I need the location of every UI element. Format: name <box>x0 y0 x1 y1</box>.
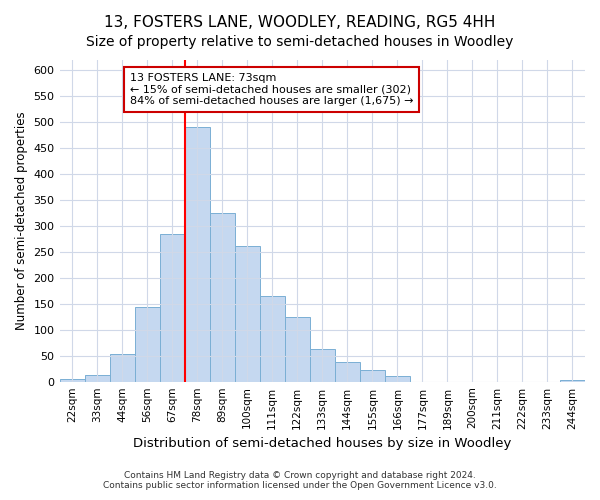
X-axis label: Distribution of semi-detached houses by size in Woodley: Distribution of semi-detached houses by … <box>133 437 511 450</box>
Text: Size of property relative to semi-detached houses in Woodley: Size of property relative to semi-detach… <box>86 35 514 49</box>
Bar <box>110 354 134 382</box>
Bar <box>85 376 110 382</box>
Bar <box>260 296 285 382</box>
Bar <box>235 246 260 382</box>
Text: 13 FOSTERS LANE: 73sqm
← 15% of semi-detached houses are smaller (302)
84% of se: 13 FOSTERS LANE: 73sqm ← 15% of semi-det… <box>130 73 413 106</box>
Bar <box>560 380 585 382</box>
Y-axis label: Number of semi-detached properties: Number of semi-detached properties <box>15 112 28 330</box>
Bar <box>310 349 335 382</box>
Bar <box>385 376 410 382</box>
Bar <box>185 128 209 382</box>
Text: 13, FOSTERS LANE, WOODLEY, READING, RG5 4HH: 13, FOSTERS LANE, WOODLEY, READING, RG5 … <box>104 15 496 30</box>
Bar <box>335 362 360 382</box>
Bar <box>209 213 235 382</box>
Bar <box>285 317 310 382</box>
Bar <box>59 379 85 382</box>
Bar <box>160 234 185 382</box>
Bar <box>360 370 385 382</box>
Text: Contains HM Land Registry data © Crown copyright and database right 2024.
Contai: Contains HM Land Registry data © Crown c… <box>103 470 497 490</box>
Bar <box>134 308 160 382</box>
